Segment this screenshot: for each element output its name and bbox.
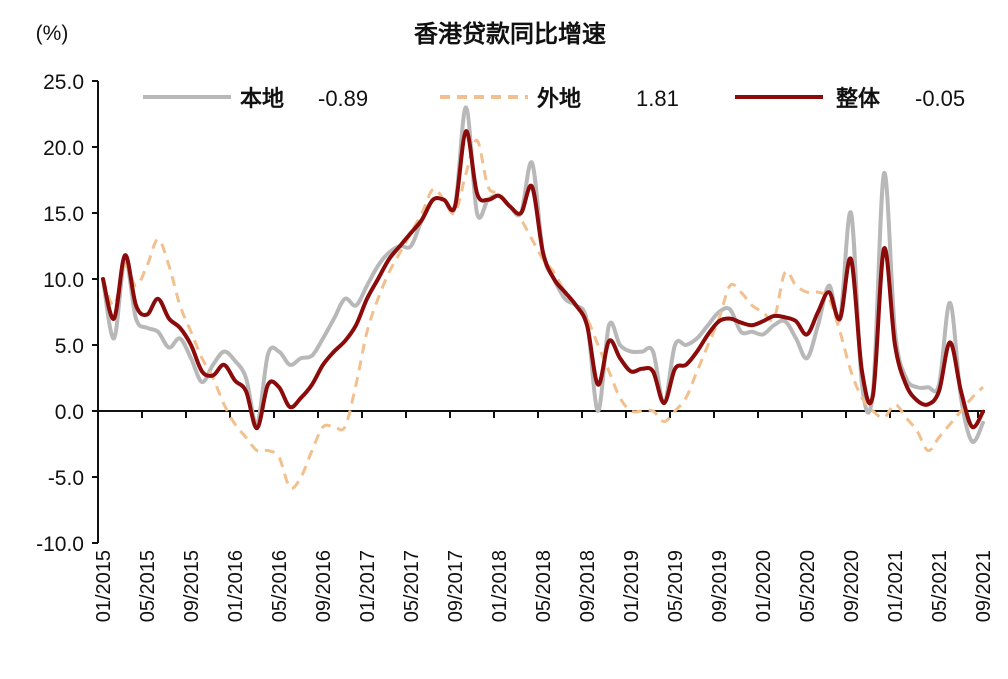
x-tick-label: 09/2017 bbox=[445, 550, 467, 622]
x-tick-label: 09/2018 bbox=[577, 550, 599, 622]
x-tick-label: 01/2018 bbox=[489, 550, 511, 622]
y-axis-label: (%) bbox=[36, 22, 69, 45]
y-tick-label: 10.0 bbox=[43, 269, 84, 292]
y-tick-label: 0.0 bbox=[55, 401, 84, 424]
x-tick-label: 01/2017 bbox=[357, 550, 379, 622]
x-tick-label: 05/2015 bbox=[137, 550, 159, 622]
x-tick-label: 05/2016 bbox=[269, 550, 291, 622]
x-tick-label: 05/2021 bbox=[929, 550, 951, 622]
series-line-foreign bbox=[101, 138, 985, 490]
series-line-local bbox=[101, 105, 985, 444]
x-tick-label: 09/2021 bbox=[973, 550, 995, 622]
legend-label: 外地 bbox=[537, 86, 581, 111]
x-tick-label: 09/2020 bbox=[841, 550, 863, 622]
y-tick-label: 20.0 bbox=[43, 137, 84, 160]
y-tick-label: 25.0 bbox=[43, 71, 84, 94]
y-tick-label: -5.0 bbox=[48, 467, 84, 490]
legend-value: -0.05 bbox=[915, 86, 965, 111]
x-tick-label: 01/2020 bbox=[753, 550, 775, 622]
x-tick-label: 01/2019 bbox=[621, 550, 643, 622]
x-tick-label: 09/2015 bbox=[181, 550, 203, 622]
x-tick-label: 05/2017 bbox=[401, 550, 423, 622]
x-tick-label: 05/2019 bbox=[665, 550, 687, 622]
y-tick-label: 5.0 bbox=[55, 335, 84, 358]
legend-label: 整体 bbox=[836, 86, 881, 111]
x-tick-label: 09/2019 bbox=[709, 550, 731, 622]
x-tick-label: 01/2021 bbox=[885, 550, 907, 622]
x-tick-label: 01/2016 bbox=[225, 550, 247, 622]
x-tick-label: 01/2015 bbox=[93, 550, 115, 622]
legend-value: -0.89 bbox=[318, 86, 368, 111]
legend-label: 本地 bbox=[240, 86, 284, 111]
y-tick-label: 15.0 bbox=[43, 203, 84, 226]
chart-title: 香港贷款同比增速 bbox=[414, 20, 606, 48]
x-tick-label: 05/2018 bbox=[533, 550, 555, 622]
y-tick-label: -10.0 bbox=[36, 533, 84, 556]
x-tick-label: 05/2020 bbox=[797, 550, 819, 622]
x-tick-label: 09/2016 bbox=[313, 550, 335, 622]
legend-value: 1.81 bbox=[636, 86, 679, 111]
series-line-overall bbox=[101, 129, 985, 431]
